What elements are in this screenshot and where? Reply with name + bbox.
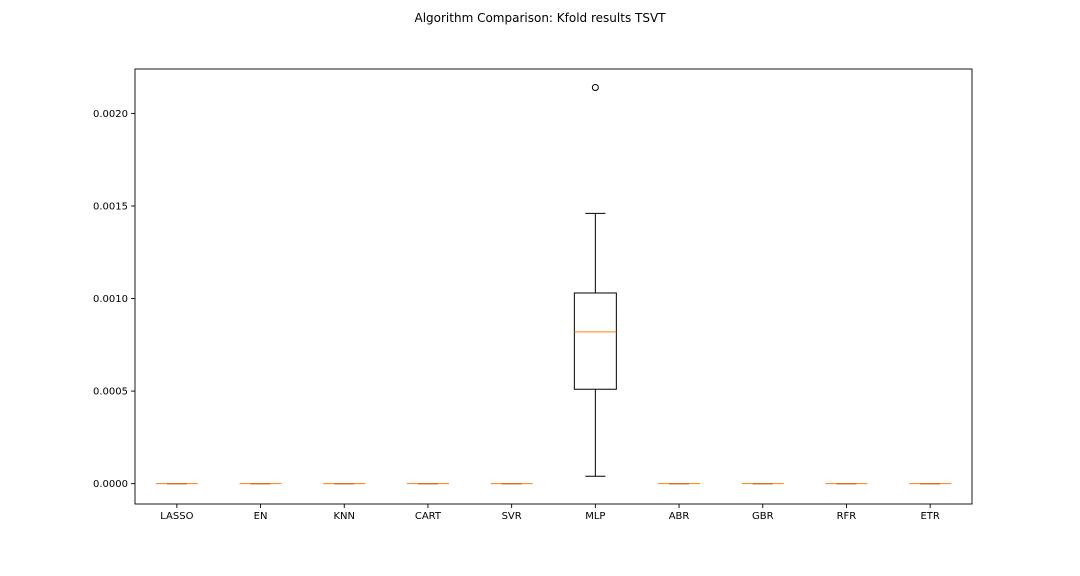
y-tick-label: 0.0005: [93, 387, 128, 398]
x-tick-label: EN: [254, 511, 268, 522]
y-tick-label: 0.0010: [93, 294, 128, 305]
x-tick-label: KNN: [333, 511, 355, 522]
x-tick-label: RFR: [837, 511, 857, 522]
plot-area: 0.0000 0.0005 0.0010 0.0015 0.0020 LASSO EN KNN…: [93, 68, 973, 522]
y-tick-label: 0.0015: [93, 201, 128, 212]
flier-point: [591, 84, 599, 92]
x-tick-label: CART: [415, 511, 442, 522]
chart-title: Algorithm Comparison: Kfold results TSVT: [415, 11, 667, 25]
x-tick-label: LASSO: [160, 511, 193, 522]
x-tick-label: ETR: [920, 511, 939, 522]
y-tick-label: 0.0020: [93, 109, 128, 120]
box-mlp: [573, 292, 617, 390]
y-tick-label: 0.0000: [93, 479, 128, 490]
x-tick-label: ABR: [669, 511, 690, 522]
axes-frame: [134, 68, 973, 505]
x-tick-label: SVR: [502, 511, 522, 522]
x-tick-label: GBR: [752, 511, 774, 522]
x-tick-label: MLP: [585, 511, 605, 522]
